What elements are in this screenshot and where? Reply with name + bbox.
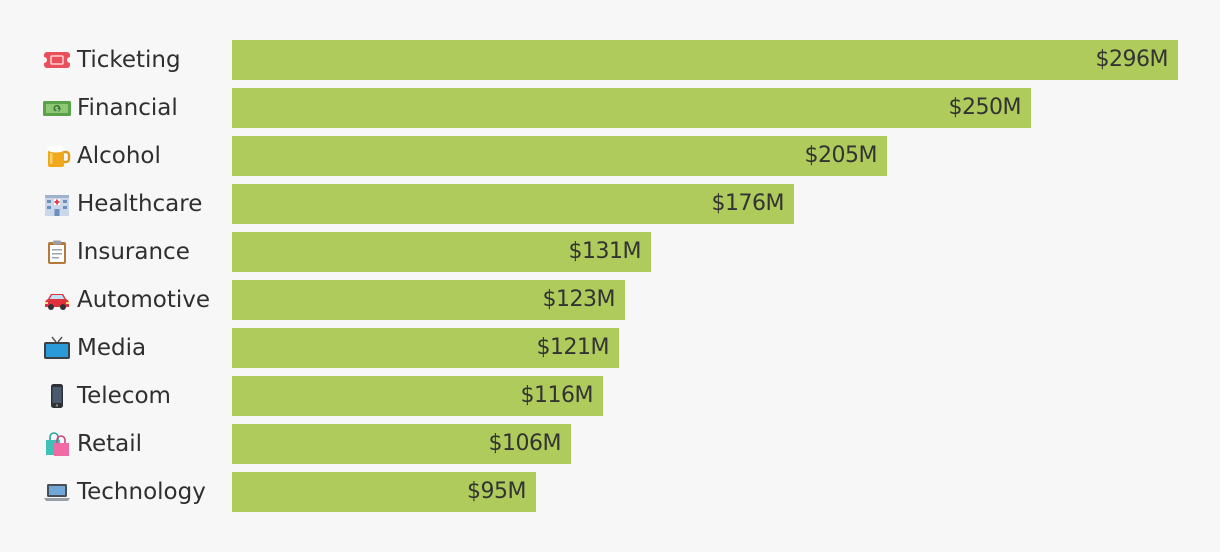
laptop-icon [42, 479, 72, 505]
bar-row-ticketing: Ticketing $296M [0, 40, 1220, 80]
value-label-financial: $250M [948, 95, 1022, 120]
category-text: Ticketing [77, 47, 181, 73]
money-icon: $ [42, 95, 72, 121]
category-label-automotive: Automotive [42, 280, 210, 320]
ticket-icon [42, 47, 72, 73]
category-text: Media [77, 335, 147, 361]
bar-row-healthcare: Healthcare $176M [0, 184, 1220, 224]
bar-row-technology: Technology $95M [0, 472, 1220, 512]
category-label-healthcare: Healthcare [42, 184, 202, 224]
beer-mug-icon [42, 143, 72, 169]
value-label-alcohol: $205M [804, 143, 878, 168]
bar-alcohol: $205M [232, 136, 887, 176]
category-text: Insurance [77, 239, 190, 265]
category-label-financial: $ Financial [42, 88, 178, 128]
category-text: Retail [77, 431, 142, 457]
value-label-ticketing: $296M [1095, 47, 1169, 72]
bar-row-financial: $ Financial $250M [0, 88, 1220, 128]
value-label-technology: $95M [467, 479, 526, 504]
bar-healthcare: $176M [232, 184, 794, 224]
category-label-media: Media [42, 328, 146, 368]
category-label-telecom: Telecom [42, 376, 171, 416]
shopping-bags-icon [42, 431, 72, 457]
category-text: Financial [77, 95, 178, 121]
category-label-insurance: Insurance [42, 232, 190, 272]
bar-telecom: $116M [232, 376, 603, 416]
category-label-technology: Technology [42, 472, 206, 512]
clipboard-icon [42, 239, 72, 265]
bar-row-automotive: Automotive $123M [0, 280, 1220, 320]
bar-insurance: $131M [232, 232, 651, 272]
category-label-alcohol: Alcohol [42, 136, 161, 176]
bar-media: $121M [232, 328, 619, 368]
value-label-healthcare: $176M [711, 191, 785, 216]
category-text: Automotive [77, 287, 211, 313]
category-text: Technology [77, 479, 206, 505]
category-label-ticketing: Ticketing [42, 40, 181, 80]
car-icon [42, 287, 72, 313]
bar-retail: $106M [232, 424, 571, 464]
value-label-insurance: $131M [568, 239, 642, 264]
value-label-telecom: $116M [520, 383, 594, 408]
bar-technology: $95M [232, 472, 536, 512]
tv-icon [42, 335, 72, 361]
category-text: Alcohol [77, 143, 161, 169]
category-label-retail: Retail [42, 424, 142, 464]
bar-row-media: Media $121M [0, 328, 1220, 368]
bar-row-retail: Retail $106M [0, 424, 1220, 464]
mobile-phone-icon [42, 383, 72, 409]
category-text: Telecom [77, 383, 171, 409]
category-text: Healthcare [77, 191, 203, 217]
bar-row-telecom: Telecom $116M [0, 376, 1220, 416]
value-label-media: $121M [536, 335, 610, 360]
bar-row-alcohol: Alcohol $205M [0, 136, 1220, 176]
hospital-icon [42, 191, 72, 217]
bar-row-insurance: Insurance $131M [0, 232, 1220, 272]
bar-ticketing: $296M [232, 40, 1178, 80]
bar-financial: $250M [232, 88, 1031, 128]
value-label-retail: $106M [488, 431, 562, 456]
bar-automotive: $123M [232, 280, 625, 320]
value-label-automotive: $123M [542, 287, 616, 312]
svg-text:$: $ [55, 105, 59, 113]
